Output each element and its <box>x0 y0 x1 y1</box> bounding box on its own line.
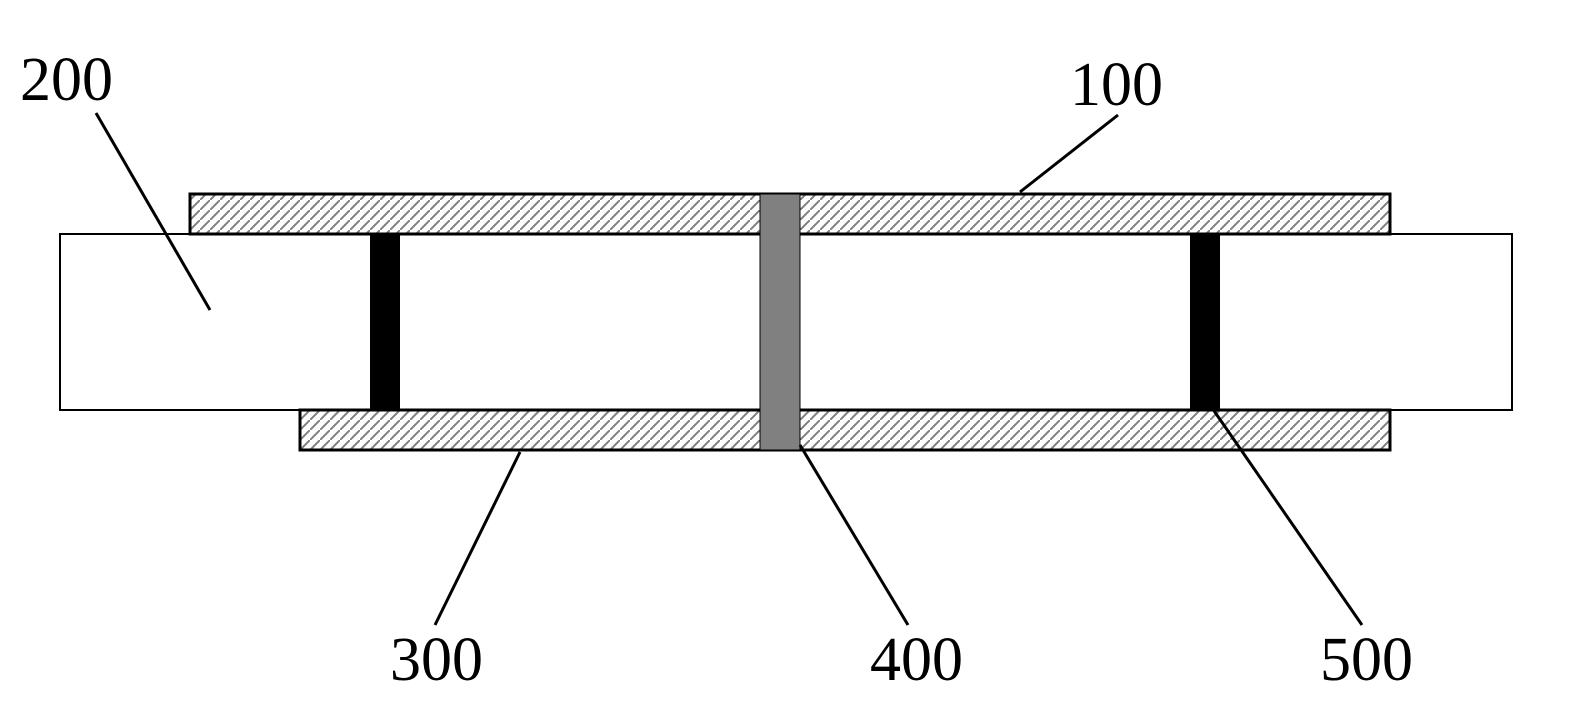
left-black-bar <box>370 234 400 410</box>
label-400: 400 <box>870 625 963 696</box>
schematic-diagram <box>0 0 1572 706</box>
leader-l400 <box>800 445 908 625</box>
leader-l100 <box>1020 115 1118 192</box>
label-100: 100 <box>1070 50 1163 121</box>
label-200: 200 <box>20 45 113 116</box>
label-300: 300 <box>390 625 483 696</box>
right-black-bar-500 <box>1190 234 1220 410</box>
label-500: 500 <box>1320 625 1413 696</box>
center-block-400 <box>760 194 800 450</box>
leader-l300 <box>435 452 520 625</box>
